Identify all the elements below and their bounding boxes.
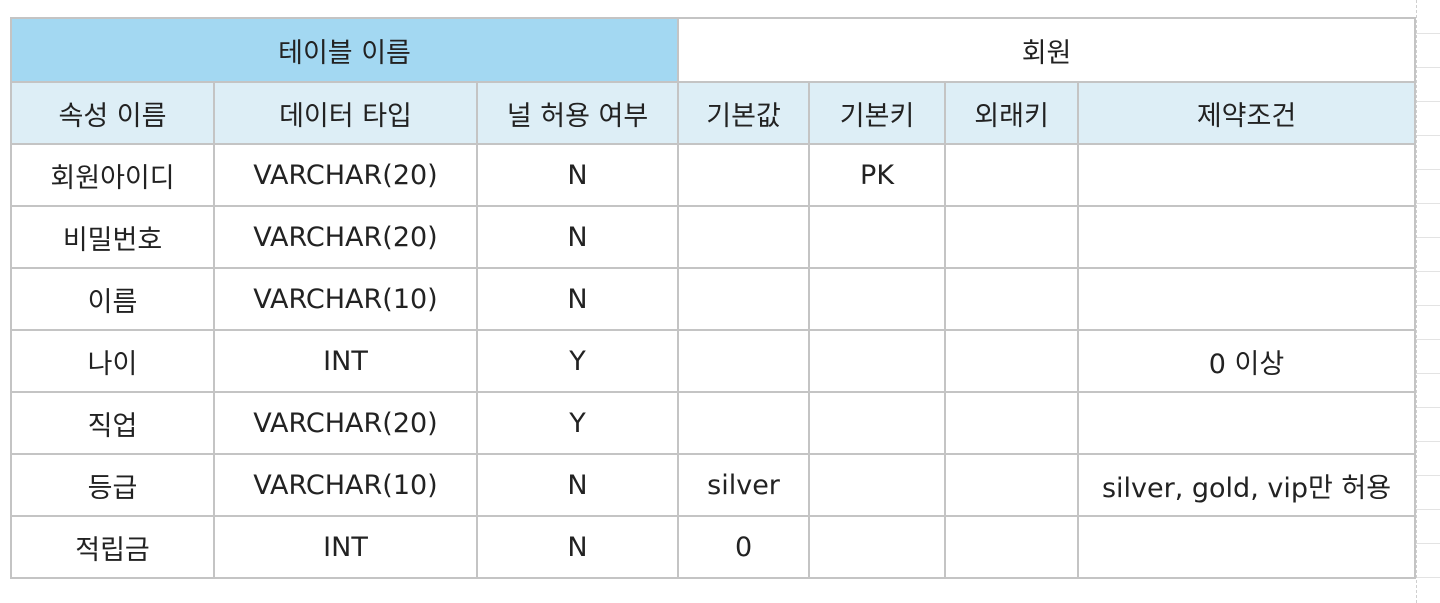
nullable-cell: N: [475, 515, 680, 579]
constraint-cell: [1077, 205, 1417, 269]
primary-key-cell: [808, 391, 947, 455]
table-row: 직업 VARCHAR(20) Y: [10, 391, 1417, 455]
primary-key-cell: PK: [808, 143, 947, 207]
nullable-cell: N: [475, 143, 680, 207]
header-nullable: 널 허용 여부: [475, 81, 680, 145]
foreign-key-cell: [944, 515, 1080, 579]
default-value-cell: [677, 205, 811, 269]
header-default-value: 기본값: [677, 81, 811, 145]
data-type-cell: VARCHAR(20): [213, 205, 478, 269]
default-value-cell: [677, 267, 811, 331]
notebook-margin-lines: [1416, 0, 1440, 603]
constraint-cell: 0 이상: [1077, 329, 1417, 393]
primary-key-cell: [808, 515, 947, 579]
data-type-cell: VARCHAR(20): [213, 391, 478, 455]
attribute-name-cell: 비밀번호: [10, 205, 215, 269]
constraint-cell: [1077, 391, 1417, 455]
nullable-cell: N: [475, 453, 680, 517]
header-attribute-name: 속성 이름: [10, 81, 215, 145]
table-row: 비밀번호 VARCHAR(20) N: [10, 205, 1417, 269]
foreign-key-cell: [944, 391, 1080, 455]
foreign-key-cell: [944, 205, 1080, 269]
header-primary-key: 기본키: [808, 81, 947, 145]
constraint-cell: silver, gold, vip만 허용: [1077, 453, 1417, 517]
constraint-cell: [1077, 267, 1417, 331]
primary-key-cell: [808, 267, 947, 331]
attribute-name-cell: 등급: [10, 453, 215, 517]
table-row: 이름 VARCHAR(10) N: [10, 267, 1417, 331]
nullable-cell: Y: [475, 391, 680, 455]
default-value-cell: [677, 391, 811, 455]
data-type-cell: VARCHAR(10): [213, 267, 478, 331]
foreign-key-cell: [944, 453, 1080, 517]
constraint-cell: [1077, 515, 1417, 579]
attribute-name-cell: 적립금: [10, 515, 215, 579]
table-row: 적립금 INT N 0: [10, 515, 1417, 579]
foreign-key-cell: [944, 143, 1080, 207]
header-data-type: 데이터 타입: [213, 81, 478, 145]
table-row: 나이 INT Y 0 이상: [10, 329, 1417, 393]
attribute-name-cell: 이름: [10, 267, 215, 331]
foreign-key-cell: [944, 267, 1080, 331]
table-name-label: 테이블 이름: [9, 17, 680, 83]
column-header-row: 속성 이름 데이터 타입 널 허용 여부 기본값 기본키 외래키 제약조건: [10, 81, 1417, 145]
foreign-key-cell: [944, 329, 1080, 393]
attribute-name-cell: 회원아이디: [10, 143, 215, 207]
default-value-cell: 0: [677, 515, 811, 579]
data-type-cell: VARCHAR(20): [213, 143, 478, 207]
table-name-value: 회원: [677, 17, 1417, 83]
nullable-cell: N: [475, 205, 680, 269]
schema-table: 테이블 이름 회원 속성 이름 데이터 타입 널 허용 여부 기본값 기본키 외…: [9, 17, 1417, 579]
header-foreign-key: 외래키: [944, 81, 1080, 145]
nullable-cell: N: [475, 267, 680, 331]
attribute-name-cell: 나이: [10, 329, 215, 393]
primary-key-cell: [808, 205, 947, 269]
attribute-name-cell: 직업: [10, 391, 215, 455]
default-value-cell: silver: [677, 453, 811, 517]
data-type-cell: INT: [213, 515, 478, 579]
constraint-cell: [1077, 143, 1417, 207]
primary-key-cell: [808, 453, 947, 517]
nullable-cell: Y: [475, 329, 680, 393]
default-value-cell: [677, 329, 811, 393]
data-type-cell: INT: [213, 329, 478, 393]
table-row: 회원아이디 VARCHAR(20) N PK: [10, 143, 1417, 207]
header-constraints: 제약조건: [1077, 81, 1417, 145]
primary-key-cell: [808, 329, 947, 393]
default-value-cell: [677, 143, 811, 207]
table-name-row: 테이블 이름 회원: [9, 17, 1417, 83]
data-type-cell: VARCHAR(10): [213, 453, 478, 517]
